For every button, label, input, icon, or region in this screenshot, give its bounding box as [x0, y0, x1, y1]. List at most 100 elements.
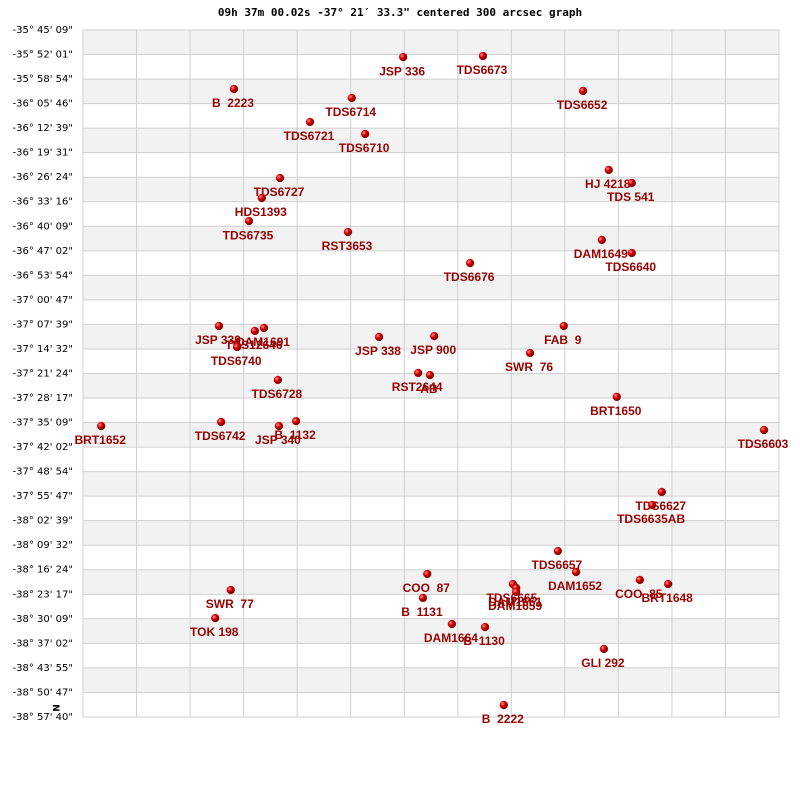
star — [399, 52, 408, 62]
star-label: RST2644 — [392, 380, 443, 394]
y-tick-label: -38° 09' 32" — [13, 540, 74, 551]
star-label: TDS6735 — [223, 228, 274, 242]
star-label: BRT1650 — [590, 404, 642, 418]
y-tick-label: -36° 19' 31" — [13, 148, 74, 159]
y-tick-label: -37° 55' 47" — [13, 491, 74, 502]
star — [274, 421, 284, 431]
star-label: TDS6603 — [738, 437, 789, 451]
y-tick-label: -35° 52' 01" — [13, 49, 74, 60]
star — [553, 546, 563, 556]
y-tick-label: -35° 58' 54" — [13, 74, 74, 85]
north-marker: N — [53, 704, 63, 712]
y-tick-label: -37° 21' 24" — [13, 368, 74, 379]
star — [244, 216, 254, 226]
star-label: B 2222 — [482, 712, 524, 726]
star — [430, 331, 439, 341]
y-tick-label: -37° 28' 17" — [13, 393, 74, 404]
y-tick-label: -37° 48' 54" — [13, 467, 74, 478]
y-tick-label: -38° 57' 40" — [13, 712, 74, 723]
star-label: TDS6740 — [211, 354, 262, 368]
star-label: DAM1649 — [574, 247, 628, 261]
y-tick-label: -36° 33' 16" — [13, 197, 74, 208]
y-tick-label: -36° 53' 54" — [13, 270, 74, 281]
band — [83, 79, 779, 104]
star-label: SWR 76 — [505, 360, 553, 374]
y-tick-label: -38° 16' 24" — [13, 565, 74, 576]
star-label: BRT1648 — [641, 591, 693, 605]
band — [83, 667, 779, 693]
star — [291, 416, 301, 426]
star-label: TDS6640 — [605, 260, 656, 274]
star — [97, 421, 106, 431]
star — [250, 326, 260, 336]
star — [233, 342, 242, 352]
star-label: TDS6710 — [339, 141, 390, 155]
star — [635, 575, 644, 585]
star — [627, 248, 636, 258]
star — [305, 117, 315, 127]
y-tick-label: -38° 43' 55" — [13, 663, 74, 674]
star-label: TOK 198 — [190, 625, 239, 639]
band — [83, 30, 779, 55]
star — [525, 348, 535, 358]
band — [83, 520, 779, 546]
band — [83, 128, 779, 153]
band — [83, 177, 779, 202]
star-label: JSP 340 — [255, 433, 301, 447]
y-tick-label: -37° 14' 32" — [13, 344, 74, 355]
star — [447, 619, 457, 629]
star — [657, 487, 666, 497]
y-tick-label: -37° 07' 39" — [13, 319, 74, 330]
star-label: COO 85 — [615, 587, 663, 601]
star-label: TDS6728 — [252, 387, 303, 401]
star — [425, 370, 435, 380]
star-label: BRT1652 — [75, 433, 127, 447]
star-label: DAM1664 — [424, 631, 478, 645]
star-label: TDS6742 — [195, 429, 246, 443]
star-label: FAB 9 — [544, 333, 582, 347]
y-tick-label: -35° 45' 09" — [13, 25, 74, 36]
star-label: TDS6635AB — [617, 512, 685, 526]
star — [647, 500, 657, 510]
star — [257, 193, 266, 203]
star — [423, 569, 432, 579]
band — [83, 422, 779, 448]
star — [414, 368, 423, 378]
star-label: B 1131 — [401, 605, 443, 619]
star — [360, 129, 370, 139]
star — [211, 613, 220, 623]
star — [273, 375, 283, 385]
star-label: TDS6673 — [457, 63, 508, 77]
star-label: TDS6627 — [635, 499, 686, 513]
star — [418, 593, 428, 603]
star-label: TDS 541 — [607, 190, 655, 204]
y-tick-label: -37° 42' 02" — [13, 442, 74, 453]
star — [627, 178, 636, 188]
star — [499, 700, 508, 710]
star-label: JSP 336 — [379, 64, 425, 78]
star — [664, 579, 673, 589]
star-label: RST3653 — [322, 239, 373, 253]
star — [612, 392, 621, 402]
star-label: JSP 339 — [195, 333, 241, 347]
star — [478, 51, 488, 61]
band — [83, 471, 779, 497]
y-tick-label: -37° 00' 47" — [13, 295, 74, 306]
star-label: DAM1691 — [236, 335, 290, 349]
star-label: B 1130 — [463, 634, 505, 648]
y-tick-label: -36° 47' 02" — [13, 246, 74, 257]
star-label: TDS6721 — [284, 129, 335, 143]
star — [214, 321, 224, 331]
band — [83, 226, 779, 251]
star — [226, 585, 235, 595]
star-label: TDS6714 — [325, 105, 376, 119]
star-label: COO 87 — [403, 581, 451, 595]
star — [559, 321, 568, 331]
star-label: DAM1652 — [548, 579, 602, 593]
star — [259, 323, 269, 333]
band — [83, 618, 779, 644]
star — [343, 227, 353, 237]
star-label: AB — [420, 382, 438, 396]
star-label: TDS6665 — [487, 591, 538, 605]
